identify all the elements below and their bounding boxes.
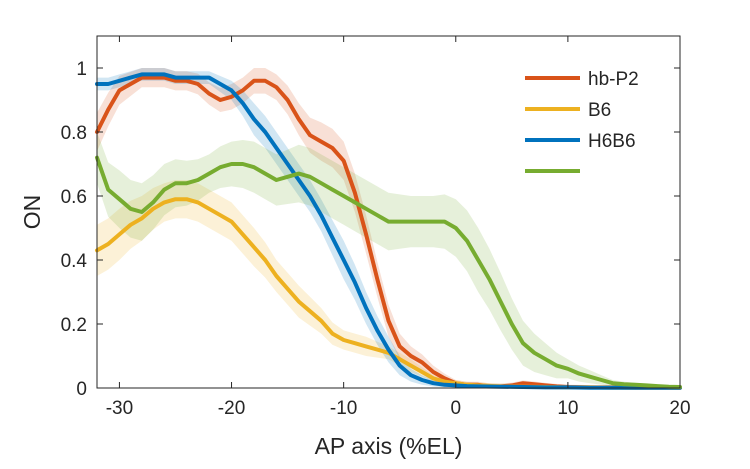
series-line-1 [95, 75, 682, 390]
y-tick-label: 0.8 [61, 123, 87, 144]
y-tick-label: 0.4 [61, 251, 88, 272]
x-tick-label: 20 [669, 398, 690, 419]
series-line-3 [95, 72, 682, 390]
x-tick-label: -20 [218, 398, 245, 419]
legend-label-3: H6B6 [588, 131, 636, 152]
y-tick-label: 0 [76, 379, 87, 400]
series-lines [95, 72, 682, 390]
legend: hb-P2 B6 H6B6 [525, 69, 639, 173]
y-tick-label: 0.6 [61, 187, 87, 208]
series-line-4 [95, 155, 682, 389]
y-axis: 0 0.2 0.4 0.6 0.8 1 [61, 59, 680, 400]
x-tick-label: 0 [450, 398, 461, 419]
x-axis-label: AP axis (%EL) [315, 433, 463, 459]
x-tick-label: 10 [557, 398, 578, 419]
legend-label-1: hb-P2 [588, 69, 639, 90]
x-tick-label: -30 [106, 398, 133, 419]
legend-label-2: B6 [588, 100, 611, 121]
y-tick-label: 1 [76, 59, 87, 80]
y-axis-label: ON [19, 195, 45, 230]
plot-area-frame [96, 35, 681, 389]
x-axis: -30 -20 -10 0 10 20 [106, 36, 691, 419]
x-tick-label: -10 [330, 398, 357, 419]
y-tick-label: 0.2 [61, 315, 87, 336]
